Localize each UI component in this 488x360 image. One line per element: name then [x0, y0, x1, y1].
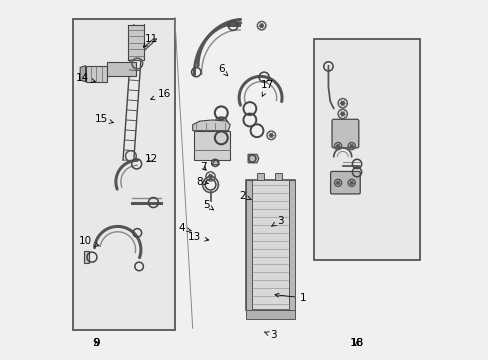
Text: 8: 8	[196, 177, 208, 187]
Polygon shape	[84, 251, 89, 263]
Text: 9: 9	[93, 338, 100, 347]
Text: 15: 15	[95, 114, 114, 124]
Text: 10: 10	[79, 236, 99, 246]
Text: 11: 11	[143, 34, 158, 47]
Polygon shape	[192, 120, 230, 131]
Circle shape	[336, 144, 339, 148]
Text: 18: 18	[350, 338, 363, 347]
Polygon shape	[80, 66, 85, 82]
Bar	[107, 62, 135, 76]
FancyBboxPatch shape	[330, 171, 360, 194]
Bar	[194, 131, 230, 160]
Bar	[274, 173, 282, 180]
Text: 12: 12	[145, 154, 158, 163]
Bar	[73, 19, 175, 330]
Circle shape	[336, 181, 339, 184]
Text: 14: 14	[75, 73, 95, 83]
Text: 4: 4	[178, 223, 191, 233]
Text: 13: 13	[187, 232, 208, 242]
Text: 17: 17	[261, 80, 274, 96]
Circle shape	[349, 144, 352, 148]
Bar	[246, 180, 294, 310]
Text: 3: 3	[271, 216, 283, 226]
Text: 3: 3	[264, 330, 276, 341]
Bar	[257, 173, 264, 180]
Polygon shape	[128, 39, 157, 60]
Text: 7: 7	[200, 162, 206, 172]
Bar	[288, 180, 294, 310]
Text: 1: 1	[274, 293, 306, 303]
Bar	[128, 24, 144, 60]
Polygon shape	[211, 159, 219, 165]
Polygon shape	[247, 154, 258, 163]
Circle shape	[269, 134, 273, 137]
Polygon shape	[85, 66, 107, 82]
Text: 2: 2	[239, 191, 251, 201]
Text: 16: 16	[150, 89, 170, 100]
Bar	[313, 39, 419, 260]
Circle shape	[259, 24, 263, 28]
Bar	[246, 180, 251, 310]
Circle shape	[340, 101, 344, 105]
FancyBboxPatch shape	[331, 119, 358, 148]
Circle shape	[349, 181, 352, 184]
Text: 18: 18	[349, 338, 364, 347]
Circle shape	[340, 112, 344, 116]
Circle shape	[208, 174, 212, 179]
Bar	[246, 310, 294, 319]
Text: 5: 5	[203, 200, 213, 210]
Text: 9: 9	[93, 338, 100, 347]
Text: 6: 6	[218, 64, 227, 76]
